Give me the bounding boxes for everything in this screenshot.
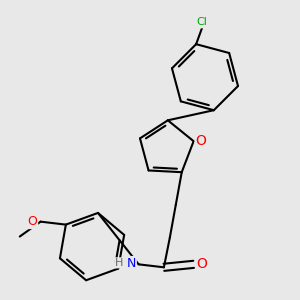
Text: Cl: Cl — [196, 17, 208, 28]
Text: O: O — [27, 215, 37, 228]
Text: O: O — [196, 134, 206, 148]
Text: H: H — [115, 258, 124, 268]
Text: N: N — [127, 257, 136, 270]
Text: O: O — [196, 257, 207, 271]
